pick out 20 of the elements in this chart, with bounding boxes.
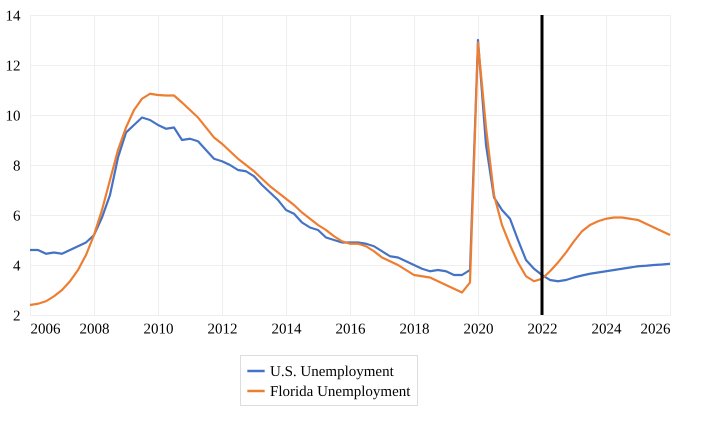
x-tick-label: 2024	[592, 322, 622, 338]
x-tick-label: 2006	[30, 322, 61, 338]
y-tick-label: 14	[6, 8, 21, 24]
x-tick-label: 2014	[272, 322, 302, 338]
legend-label: U.S. Unemployment	[270, 364, 395, 380]
x-tick-label: 2008	[80, 322, 110, 338]
x-tick-label: 2026	[640, 322, 671, 338]
x-tick-label: 2020	[464, 322, 494, 338]
x-tick-label: 2016	[336, 322, 366, 338]
y-tick-label: 8	[13, 158, 20, 174]
y-tick-label: 4	[13, 258, 21, 274]
x-tick-label: 2010	[144, 322, 174, 338]
x-tick-label: 2012	[208, 322, 238, 338]
y-tick-label: 2	[13, 308, 20, 324]
x-tick-label: 2022	[528, 322, 558, 338]
legend-label: Florida Unemployment	[270, 384, 412, 400]
x-tick-label: 2018	[400, 322, 430, 338]
y-tick-label: 12	[6, 58, 20, 74]
y-tick-label: 10	[6, 108, 20, 124]
y-tick-label: 6	[13, 208, 21, 224]
